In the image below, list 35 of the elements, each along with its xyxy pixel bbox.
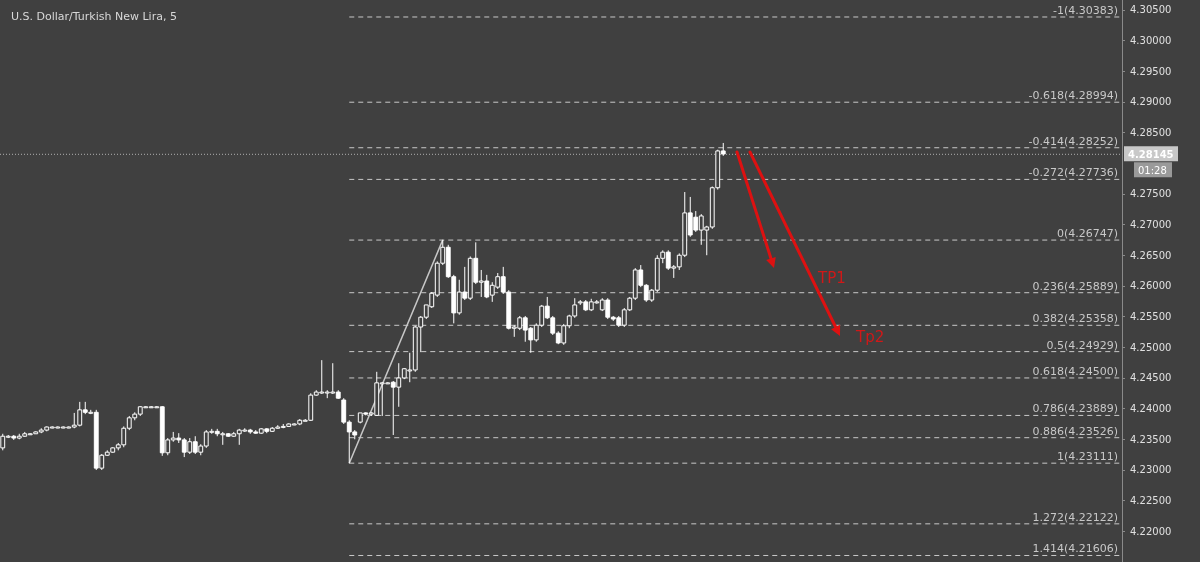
y-tick-label: 4.22500 (1130, 495, 1172, 507)
y-tick-label: 4.25000 (1130, 341, 1172, 353)
ref-line-label: 0.786(4.23889) (1032, 402, 1118, 416)
y-tick-label: 4.29000 (1130, 96, 1172, 108)
y-tick-label: 4.30500 (1130, 4, 1172, 16)
y-tick-label: 4.26500 (1130, 249, 1172, 261)
ref-line-label: -1(4.30383) (1052, 3, 1118, 17)
ref-line-label: -0.414(4.28252) (1028, 134, 1118, 148)
ref-line-label: 1.414(4.21606) (1032, 542, 1118, 556)
ref-line-label: -0.618(4.28994) (1028, 89, 1118, 103)
y-tick-label: 4.24000 (1130, 403, 1172, 415)
y-tick-label: 4.23500 (1130, 433, 1172, 445)
ref-line-label: 0.236(4.25889) (1032, 279, 1118, 293)
ref-line-label: 0(4.26747) (1056, 227, 1118, 241)
text: U.S. Dollar/Turkish New Lira, 5 (11, 10, 177, 23)
ref-line-label: 0.618(4.24500) (1032, 364, 1118, 378)
y-tick-label: 4.28500 (1130, 127, 1172, 139)
annotation: TP1 (817, 269, 846, 287)
y-tick-label: 4.26000 (1130, 280, 1172, 292)
ref-line-label: 0.5(4.24929) (1046, 338, 1118, 352)
y-tick-label: 4.25500 (1130, 311, 1172, 323)
y-tick-label: 4.27000 (1130, 219, 1172, 231)
ref-line-label: 1(4.23111) (1056, 450, 1118, 464)
y-tick-label: 4.24500 (1130, 372, 1172, 384)
ref-line-label: 1.272(4.22122) (1032, 510, 1118, 524)
ref-line-label: 0.382(4.25358) (1032, 312, 1118, 326)
y-tick-label: 4.23000 (1130, 464, 1172, 476)
text: 01:28 (1138, 164, 1167, 176)
annotation: Tp2 (855, 328, 885, 346)
y-tick-label: 4.22000 (1130, 525, 1172, 537)
y-tick-label: 4.29500 (1130, 65, 1172, 77)
ref-line-label: 0.886(4.23526) (1032, 424, 1118, 438)
ref-line-label: -0.272(4.27736) (1028, 166, 1118, 180)
y-tick-label: 4.30000 (1130, 34, 1172, 46)
y-tick-label: 4.27500 (1130, 188, 1172, 200)
